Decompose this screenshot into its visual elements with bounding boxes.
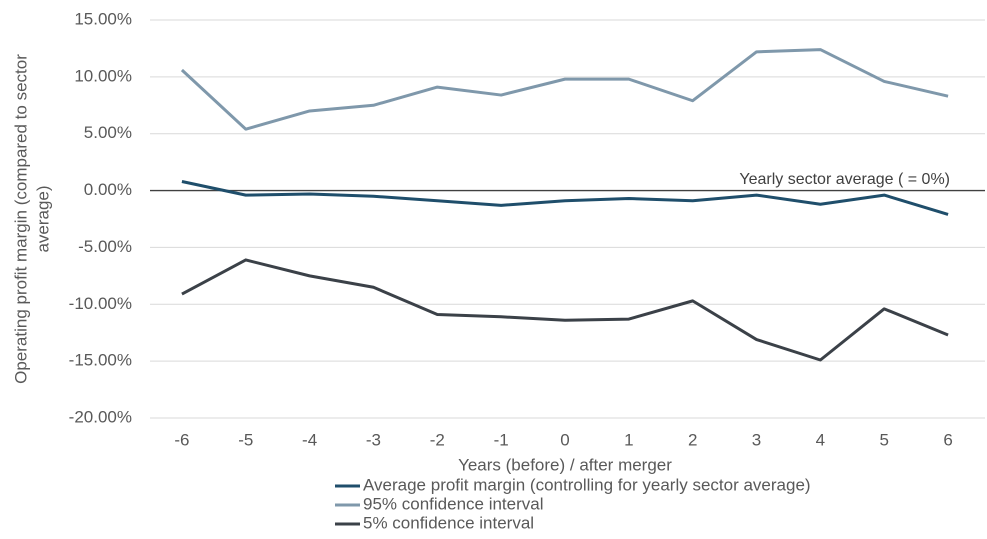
x-tick-label: -4 bbox=[302, 430, 317, 449]
y-tick-label: -5.00% bbox=[78, 237, 132, 256]
y-tick-label: 15.00% bbox=[74, 9, 132, 28]
x-tick-label: 2 bbox=[688, 430, 697, 449]
x-tick-label: 1 bbox=[624, 430, 633, 449]
series-line bbox=[180, 48, 949, 131]
x-tick-label: 4 bbox=[816, 430, 825, 449]
annotation: Yearly sector average ( = 0%) bbox=[739, 171, 950, 188]
x-tick-label: 5 bbox=[879, 430, 888, 449]
x-tick-label: -6 bbox=[174, 430, 189, 449]
x-tick-label: 0 bbox=[560, 430, 569, 449]
y-tick-label: 0.00% bbox=[84, 180, 132, 199]
x-tick-label: -5 bbox=[238, 430, 253, 449]
legend-label: 95% confidence interval bbox=[363, 494, 544, 513]
y-tick-label: -20.00% bbox=[69, 407, 132, 426]
y-axis-title: average) bbox=[33, 185, 52, 252]
y-tick-label: -15.00% bbox=[69, 351, 132, 370]
x-tick-label: -2 bbox=[430, 430, 445, 449]
series-line bbox=[181, 180, 949, 216]
series-line bbox=[181, 258, 949, 362]
legend-label: Average profit margin (controlling for y… bbox=[363, 475, 811, 494]
legend-label: 5% confidence interval bbox=[363, 513, 534, 532]
y-tick-label: 5.00% bbox=[84, 123, 132, 142]
x-tick-label: -1 bbox=[494, 430, 509, 449]
y-tick-label: -10.00% bbox=[69, 294, 132, 313]
x-tick-label: -3 bbox=[366, 430, 381, 449]
y-axis-title: Operating profit margin (compared to sec… bbox=[11, 54, 30, 384]
x-tick-label: 3 bbox=[752, 430, 761, 449]
y-tick-label: 10.00% bbox=[74, 66, 132, 85]
x-axis-title: Years (before) / after merger bbox=[458, 455, 672, 474]
x-tick-label: 6 bbox=[943, 430, 952, 449]
